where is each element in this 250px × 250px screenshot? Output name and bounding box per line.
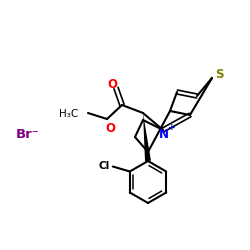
Text: O: O xyxy=(107,78,117,90)
Text: O: O xyxy=(105,122,115,136)
Text: N: N xyxy=(159,128,169,141)
Text: +: + xyxy=(168,124,176,132)
Text: Br⁻: Br⁻ xyxy=(16,128,40,141)
Polygon shape xyxy=(143,113,151,161)
Text: S: S xyxy=(215,68,223,82)
Text: Cl: Cl xyxy=(98,160,110,170)
Text: H₃C: H₃C xyxy=(59,109,78,119)
